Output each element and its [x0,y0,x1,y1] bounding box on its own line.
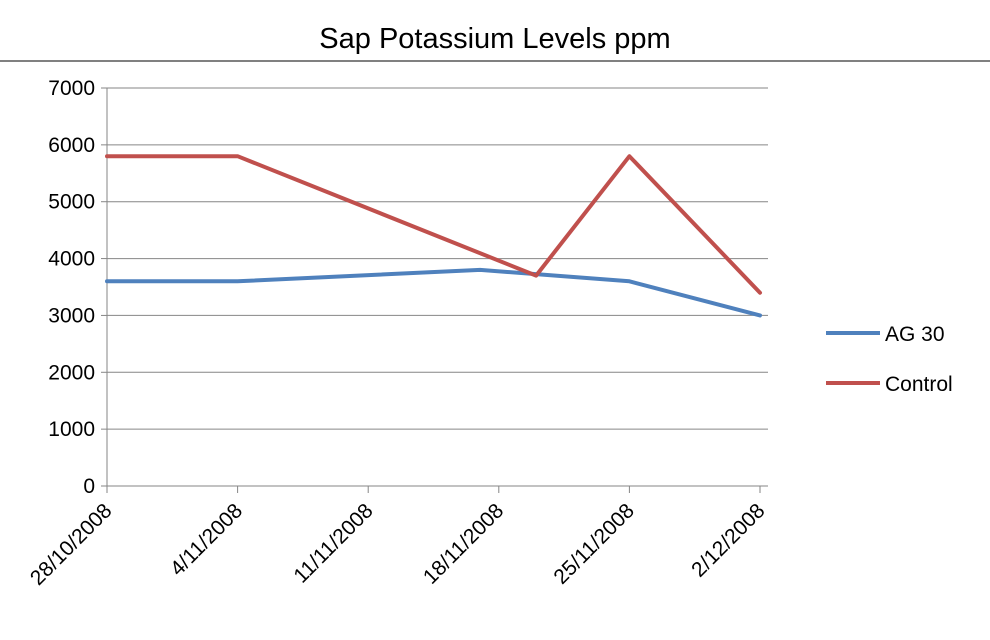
legend-label: AG 30 [885,323,945,346]
y-tick-label: 2000 [48,361,95,384]
y-tick-label: 3000 [48,304,95,327]
series-line-ag-30 [105,267,762,318]
gridlines [107,87,768,430]
legend-label: Control [885,373,953,396]
tick-labels: 0 1000 2000 3000 4000 5000 6000 7000 28/10/2008 4… [26,77,770,590]
chart-title: Sap Potassium Levels ppm [319,23,670,55]
y-tick-label: 6000 [48,134,95,157]
y-tick-label: 1000 [48,418,95,441]
series-line-control [105,154,762,295]
legend: AG 30 Control [826,323,953,396]
x-tick-label: 2/12/2008 [687,499,769,581]
x-tick-label: 18/11/2008 [419,499,508,588]
y-tick-label: 7000 [48,77,95,100]
x-tick-label: 11/11/2008 [289,499,377,587]
x-tick-label: 4/11/2008 [166,499,247,580]
y-tick-label: 0 [83,475,95,498]
y-tick-label: 4000 [48,248,95,271]
y-tick-label: 5000 [48,191,95,214]
x-tick-label: 25/11/2008 [549,499,638,588]
x-tick-label: 28/10/2008 [26,499,117,590]
series-lines [105,154,762,318]
